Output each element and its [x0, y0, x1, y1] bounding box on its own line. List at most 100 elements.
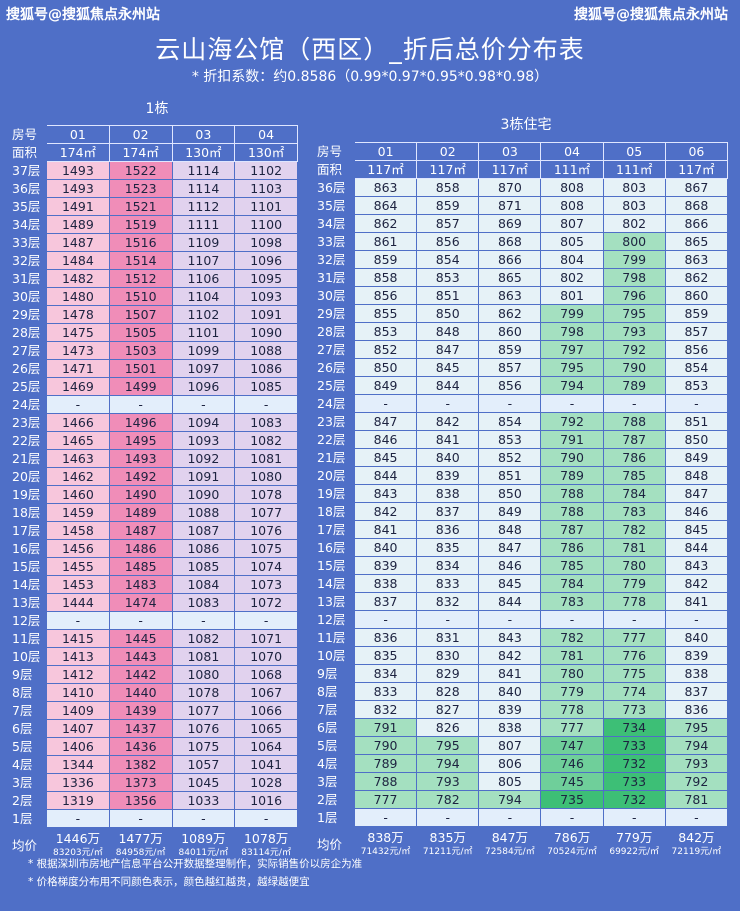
price-cell: 850: [416, 304, 480, 323]
price-cell: 857: [478, 358, 542, 377]
table-row: 22层 1465 1495 1093 1082: [10, 431, 298, 450]
price-cell: 827: [416, 700, 480, 719]
floor-label: 14层: [317, 575, 346, 591]
price-cell: 837: [353, 592, 418, 611]
unit-header: 02: [416, 142, 480, 161]
price-cell: 1485: [108, 557, 173, 576]
price-cell: 1081: [234, 449, 298, 468]
price-cell: 1068: [234, 665, 298, 684]
price-cell: 866: [478, 250, 542, 269]
price-cell: 1097: [171, 359, 236, 378]
avg-total: 779万: [616, 830, 653, 845]
avg-cell: 1446万 83203元/㎡: [47, 828, 110, 865]
table-row: 24层 - - - -: [10, 395, 298, 414]
price-cell: 777: [353, 790, 418, 809]
table-row: 18层 842 837 849 788 783 846: [315, 502, 729, 521]
price-cell: 838: [664, 664, 729, 683]
area-label: 面积: [12, 144, 38, 160]
unit-area: 117㎡: [664, 160, 729, 179]
floor-label: 25层: [12, 378, 41, 394]
table-row: 9层 1412 1442 1080 1068: [10, 665, 298, 684]
price-cell: 795: [416, 736, 480, 755]
price-cell: 1016: [234, 791, 298, 810]
table-row: 11层 1415 1445 1082 1071: [10, 629, 298, 648]
price-cell: 1095: [234, 269, 298, 288]
price-cell: 847: [416, 340, 480, 359]
price-cell: 840: [478, 682, 542, 701]
price-cell: 1100: [234, 215, 298, 234]
price-cell: 1103: [234, 179, 298, 198]
price-cell: 1077: [171, 701, 236, 720]
room-number-row: 房号 01 02 03 04 05 06: [315, 142, 729, 161]
price-cell: 1439: [108, 701, 173, 720]
price-cell: 861: [353, 232, 418, 251]
price-cell: -: [108, 611, 173, 630]
footnote-color-legend: * 价格梯度分布用不同颜色表示，颜色越红越贵，越绿越便宜: [28, 876, 310, 888]
area-row: 面积 117㎡ 117㎡ 117㎡ 111㎡ 111㎡ 117㎡: [315, 160, 729, 179]
price-cell: 1493: [46, 179, 110, 198]
area-row: 面积 174㎡ 174㎡ 130㎡ 130㎡: [10, 143, 298, 162]
avg-label: 均价: [317, 837, 343, 852]
price-cell: 828: [416, 682, 480, 701]
table-row: 10层 1413 1443 1081 1070: [10, 647, 298, 666]
price-cell: 795: [540, 358, 604, 377]
price-cell: 792: [664, 772, 729, 791]
price-cell: 1490: [108, 485, 173, 504]
price-cell: 791: [353, 718, 418, 737]
price-cell: 1503: [108, 341, 173, 360]
table-row: 19层 1460 1490 1090 1078: [10, 485, 298, 504]
floor-label: 20层: [12, 468, 41, 484]
price-cell: 844: [353, 466, 418, 485]
floor-label: 21层: [317, 449, 346, 465]
price-cell: -: [46, 611, 110, 630]
price-cell: 1482: [46, 269, 110, 288]
price-cell: 733: [602, 736, 666, 755]
price-cell: 1107: [171, 251, 236, 270]
price-cell: 799: [602, 250, 666, 269]
floor-label: 36层: [317, 179, 346, 195]
price-cell: 786: [602, 448, 666, 467]
avg-unit-price: 83203元/㎡: [53, 848, 103, 858]
floor-label: 23层: [12, 414, 41, 430]
price-cell: 808: [540, 196, 604, 215]
price-cell: 788: [353, 772, 418, 791]
floor-label: 10层: [317, 647, 346, 663]
price-cell: 852: [353, 340, 418, 359]
price-cell: 777: [540, 718, 604, 737]
price-cell: 853: [664, 376, 729, 395]
price-cell: 859: [416, 196, 480, 215]
price-cell: 1465: [46, 431, 110, 450]
price-cell: 870: [478, 178, 542, 197]
floor-label: 20层: [317, 467, 346, 483]
price-cell: 1382: [108, 755, 173, 774]
floor-label: 35层: [12, 198, 41, 214]
price-cell: 842: [416, 412, 480, 431]
floor-label: 7层: [12, 702, 33, 718]
table-row: 7层 1409 1439 1077 1066: [10, 701, 298, 720]
price-cell: 805: [540, 232, 604, 251]
floor-label: 3层: [317, 773, 338, 789]
table-row: 13层 1444 1474 1083 1072: [10, 593, 298, 612]
price-cell: 1469: [46, 377, 110, 396]
price-cell: 842: [478, 646, 542, 665]
price-cell: 1437: [108, 719, 173, 738]
price-cell: 843: [478, 628, 542, 647]
price-cell: 779: [540, 682, 604, 701]
price-cell: 797: [540, 340, 604, 359]
price-cell: 1099: [171, 341, 236, 360]
floor-label: 28层: [12, 324, 41, 340]
price-cell: 1098: [234, 233, 298, 252]
price-cell: 857: [664, 322, 729, 341]
price-cell: 1471: [46, 359, 110, 378]
table-row: 31层 1482 1512 1106 1095: [10, 269, 298, 288]
price-cell: 826: [416, 718, 480, 737]
price-cell: 1484: [46, 251, 110, 270]
price-cell: 802: [602, 214, 666, 233]
avg-cell: 1078万 83114元/㎡: [235, 828, 298, 865]
floor-label: 28层: [317, 323, 346, 339]
price-cell: 1501: [108, 359, 173, 378]
table-row: 28层 1475 1505 1101 1090: [10, 323, 298, 342]
price-cell: 842: [664, 574, 729, 593]
price-cell: 782: [416, 790, 480, 809]
table-row: 13层 837 832 844 783 778 841: [315, 592, 729, 611]
